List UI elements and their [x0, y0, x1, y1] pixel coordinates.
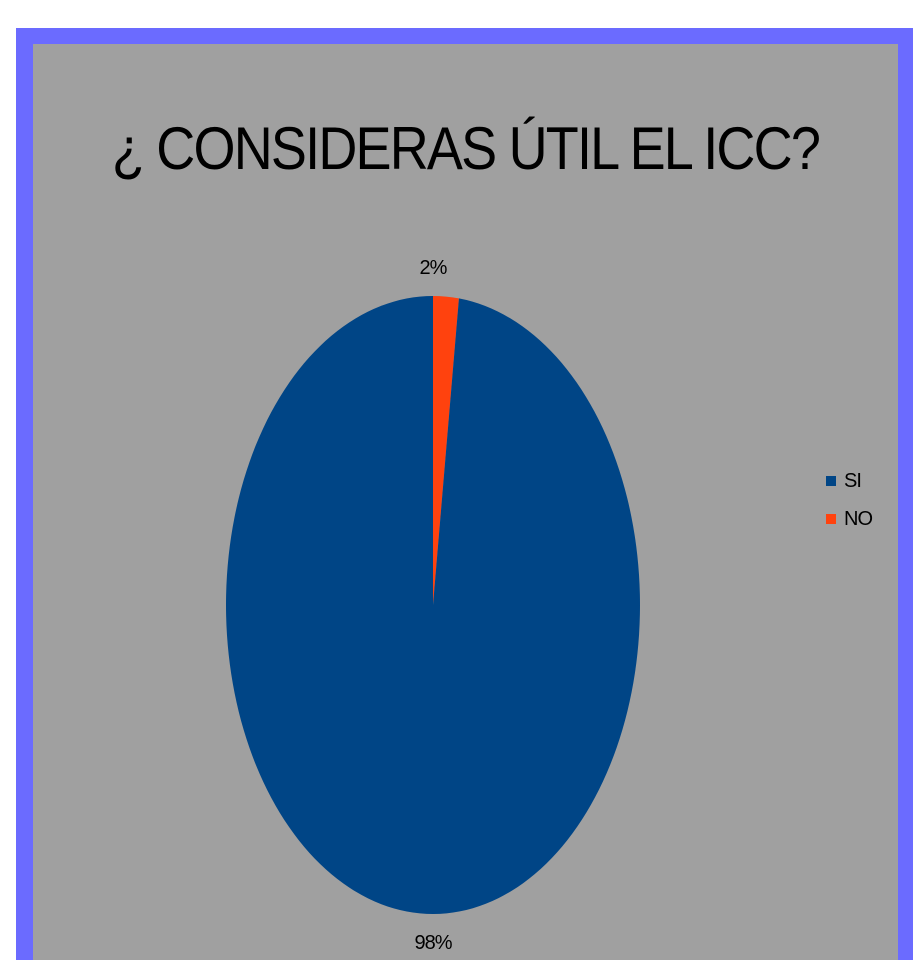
legend: SI NO — [826, 468, 896, 544]
slide-border: ¿ CONSIDERAS ÚTIL EL ICC? 2% 98% SI NO — [16, 28, 913, 960]
legend-label-no: NO — [844, 507, 873, 530]
legend-swatch-si — [826, 476, 836, 486]
data-label-si: 98% — [414, 932, 452, 954]
legend-swatch-no — [826, 514, 836, 524]
data-label-no: 2% — [420, 257, 448, 279]
legend-item-si: SI — [826, 468, 896, 494]
legend-label-si: SI — [844, 469, 862, 492]
chart-panel: ¿ CONSIDERAS ÚTIL EL ICC? 2% 98% SI NO — [33, 44, 898, 960]
pie-slice-si — [226, 296, 641, 914]
pie-chart: 2% 98% — [226, 257, 641, 954]
chart-title: ¿ CONSIDERAS ÚTIL EL ICC? — [111, 115, 821, 182]
legend-item-no: NO — [826, 506, 896, 532]
pie-slice-no — [433, 296, 459, 605]
